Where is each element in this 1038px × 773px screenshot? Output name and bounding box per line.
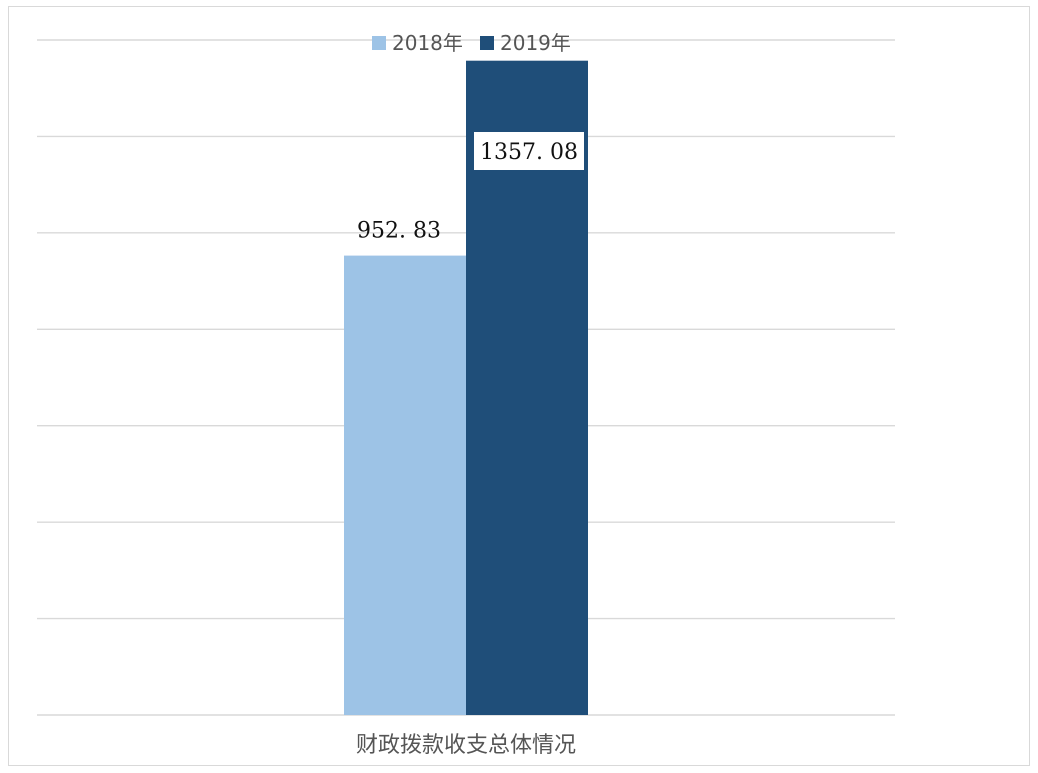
x-axis: 财政拨款收支总体情况 xyxy=(356,733,576,758)
bar-2018 xyxy=(344,255,466,715)
legend-swatch-2019 xyxy=(480,36,494,50)
legend-label-2018: 2018年 xyxy=(392,31,463,55)
data-label-2018: 952. 83 xyxy=(357,219,441,244)
legend-label-2019: 2019年 xyxy=(500,31,571,55)
x-category-label: 财政拨款收支总体情况 xyxy=(356,733,576,758)
data-label-box-2019 xyxy=(474,132,584,170)
data-label-2019: 1357. 08 xyxy=(480,140,578,165)
legend-swatch-2018 xyxy=(372,36,386,50)
data-labels: 952. 83 1357. 08 xyxy=(357,132,584,244)
legend: 2018年 2019年 xyxy=(372,31,571,55)
